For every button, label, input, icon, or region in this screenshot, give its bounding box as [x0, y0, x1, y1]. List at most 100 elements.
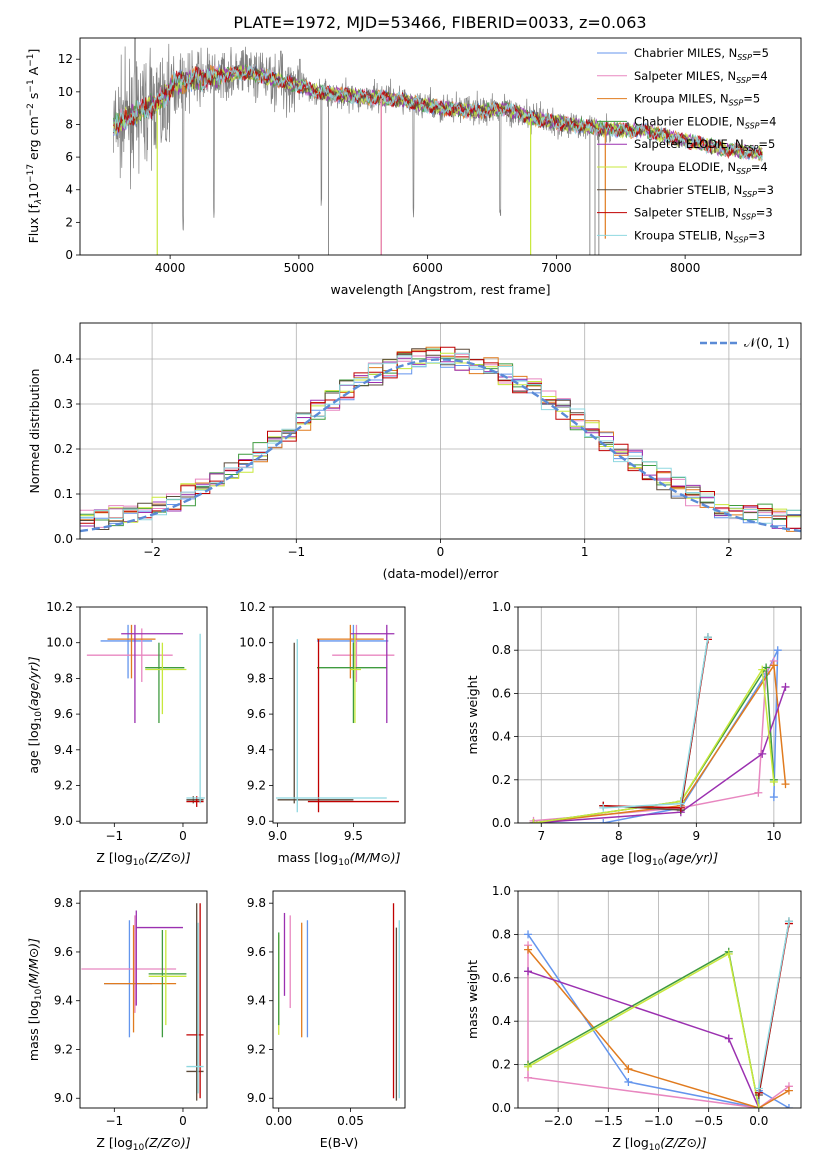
errorbar-point: [104, 925, 177, 1033]
errorbar-point: [317, 642, 387, 724]
y-tick-label: 0.2: [492, 1058, 511, 1072]
x-tick-label: 10: [766, 829, 781, 843]
legend-entry: Kroupa MILES, NSSP=5: [634, 92, 760, 108]
errorbar-point: [145, 642, 185, 724]
legend-entry: Chabrier STELIB, NSSP=3: [634, 183, 774, 199]
x-tick-label: 6000: [412, 261, 443, 275]
y-tick-label: 0.6: [492, 971, 511, 985]
weight-line: [527, 933, 790, 1108]
data-spectrum: [113, 38, 611, 231]
errorbar-point: [350, 633, 361, 724]
axes-frame-age_vs_mass: [272, 606, 406, 824]
errorbar-point: [317, 624, 389, 679]
y-tick-label: 9.2: [54, 779, 73, 793]
weight-marker: [676, 799, 685, 808]
y-tick-label: 9.8: [247, 896, 266, 910]
y-axis-label: Flux [fλ10−17 erg cm−2 s−1 A−1]: [26, 49, 44, 244]
x-axis-label: Z [log10(Z/Z⊙)]: [96, 850, 190, 868]
weight-series: [524, 945, 793, 1108]
errorbar-point: [186, 922, 204, 1094]
normal-curve: [80, 358, 801, 533]
x-tick-label: 0: [179, 829, 187, 843]
weight-series: [524, 967, 763, 1108]
y-tick-label: 9.4: [247, 743, 266, 757]
plot-area-age_vs_Z: [86, 624, 205, 807]
errorbar-point: [277, 642, 354, 804]
y-tick-label: 1.0: [492, 884, 511, 898]
y-tick-label: 9.0: [54, 1091, 73, 1105]
weight-marker: [529, 819, 538, 823]
legend-entry: Salpeter MILES, NSSP=4: [634, 69, 768, 85]
axes-residuals: −2 −1 0 1 2 0.0 0.1 0.2 0.3 0.4 𝒩(0, 1) (data-model…: [27, 322, 802, 581]
weight-series: [529, 665, 778, 823]
axes-mass_vs_EBV: 0.00 0.05 9.0 9.2 9.4 9.6 9.8 E(B-V): [247, 890, 406, 1150]
legend-entry: Chabrier ELODIE, NSSP=4: [634, 114, 776, 130]
y-tick-label: 0: [65, 248, 73, 262]
y-tick-label: 10.2: [46, 600, 73, 614]
y-tick-label: 9.8: [247, 671, 266, 685]
plot-area-mass_vs_EBV: [278, 903, 400, 1101]
errorbar-point: [307, 639, 399, 813]
y-tick-label: 9.0: [247, 814, 266, 828]
y-tick-label: 0.0: [492, 1101, 511, 1115]
y-tick-label: 9.4: [54, 994, 73, 1008]
y-tick-label: 9.2: [54, 1042, 73, 1056]
weight-marker: [754, 788, 763, 797]
y-tick-label: 0.0: [492, 816, 511, 830]
y-tick-label: 9.6: [247, 945, 266, 959]
y-tick-label: 9.4: [54, 743, 73, 757]
x-tick-label: −2.0: [544, 1114, 573, 1128]
axes-weight_vs_Z: −2.0 −1.5 −1.0 −0.5 0.0 0.0 0.2 0.4 0.6 0.8 1.0 Z […: [465, 884, 802, 1153]
x-tick-label: −2: [143, 545, 161, 559]
y-axis-label: mass [log10(M/M⊙)]: [26, 938, 44, 1061]
legend-entry: Kroupa STELIB, NSSP=3: [634, 228, 765, 244]
weight-line: [533, 667, 775, 823]
y-tick-label: 0.2: [492, 773, 511, 787]
axes-age_vs_Z: −1 0 9.0 9.2 9.4 9.6 9.8 10.0 10.2 Z [log10(Z/Z⊙)…: [26, 600, 208, 868]
weight-marker: [524, 967, 533, 976]
axes-mass_vs_Z: −1 0 9.0 9.2 9.4 9.6 9.8 Z [log10(Z/Z⊙)] mass [l…: [26, 890, 208, 1153]
axes-frame-residuals: [79, 322, 802, 540]
weight-series: [754, 917, 793, 1093]
plot-area-spectrum: [113, 38, 763, 255]
legend-entry: Kroupa ELODIE, NSSP=4: [634, 160, 768, 176]
axes-weight_vs_age: 7 8 9 10 0.0 0.2 0.4 0.6 0.8 1.0 age [log10(age/yr…: [465, 600, 802, 868]
weight-marker: [754, 1104, 763, 1108]
y-tick-label: 9.2: [247, 779, 266, 793]
y-tick-label: 0.4: [54, 352, 73, 366]
weight-marker: [784, 1086, 793, 1095]
y-tick-label: 10.0: [46, 636, 73, 650]
weight-series: [529, 663, 778, 823]
y-axis-label: age [log10(age/yr)]: [26, 656, 44, 773]
y-tick-label: 9.6: [247, 707, 266, 721]
x-tick-label: 9: [693, 829, 701, 843]
axes-age_vs_mass: 9.0 9.5 9.0 9.2 9.4 9.6 9.8 10.0 10.2 mass [log10…: [239, 600, 406, 868]
y-tick-label: 0.1: [54, 487, 73, 501]
y-tick-label: 9.0: [247, 1091, 266, 1105]
weight-marker: [524, 1073, 533, 1082]
x-tick-label: −0.5: [694, 1114, 723, 1128]
x-tick-label: 4000: [155, 261, 186, 275]
y-axis-label: mass weight: [465, 675, 480, 754]
x-tick-label: 8: [615, 829, 623, 843]
axes-frame-mass_vs_EBV: [272, 890, 406, 1109]
weight-series: [524, 947, 763, 1108]
x-tick-label: 7: [537, 829, 545, 843]
weight-marker: [624, 1064, 633, 1073]
y-tick-label: 9.6: [54, 945, 73, 959]
weight-marker: [784, 1104, 793, 1108]
weight-marker: [703, 633, 712, 642]
weight-line: [527, 949, 790, 1108]
errorbar-point: [100, 624, 153, 679]
figure-title: PLATE=1972, MJD=53466, FIBERID=0033, z=0…: [233, 13, 646, 32]
weight-marker: [758, 749, 767, 758]
legend-entry: 𝒩(0, 1): [744, 335, 790, 350]
x-tick-label: 0: [437, 545, 445, 559]
legend-entry: Salpeter ELODIE, NSSP=5: [634, 137, 775, 153]
weight-marker: [624, 1077, 633, 1086]
legend-entry: Salpeter STELIB, NSSP=3: [634, 206, 773, 222]
x-tick-label: 9.5: [344, 829, 363, 843]
x-axis-label: age [log10(age/yr)]: [601, 850, 718, 868]
weight-marker: [769, 777, 778, 786]
